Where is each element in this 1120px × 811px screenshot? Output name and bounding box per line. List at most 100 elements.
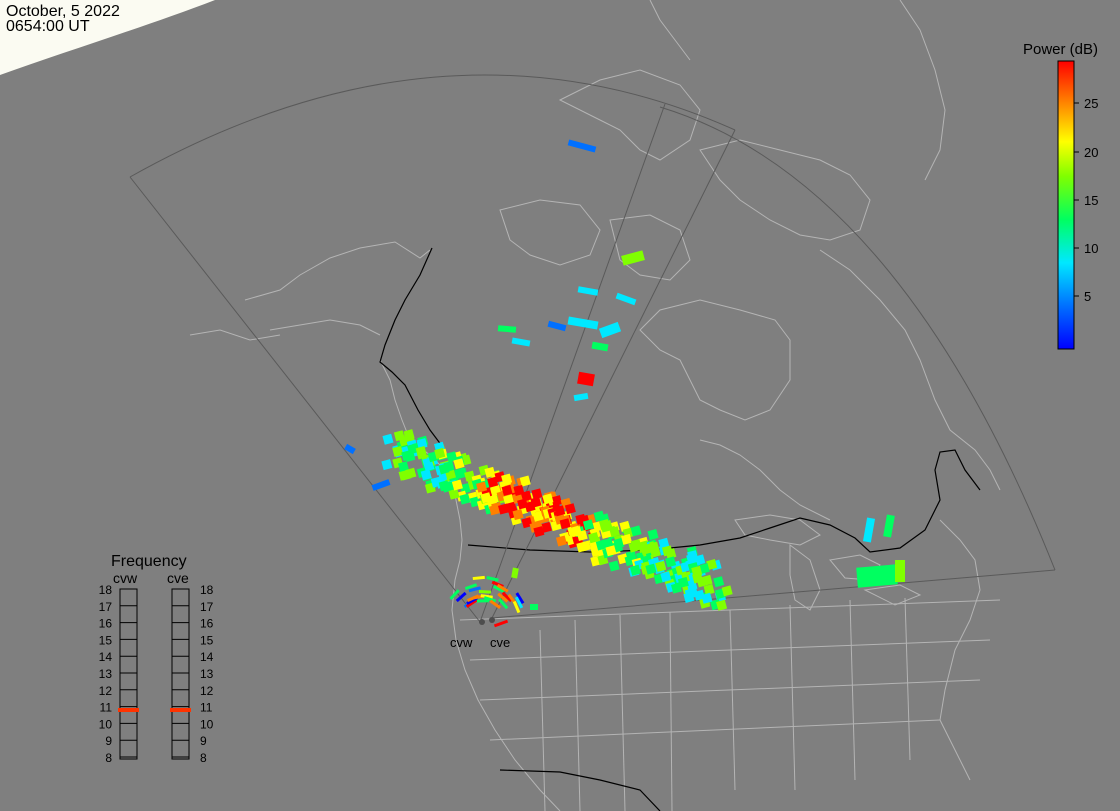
frequency-level-label-left: 18 [99,583,113,597]
scatter-cell [621,533,633,545]
scatter-cell [404,450,416,463]
frequency-title: Frequency [111,553,187,570]
daylight-region [0,0,215,75]
scatter-cell [588,532,600,544]
fov-outlines [129,74,1056,623]
scatter-cell [459,493,471,505]
frequency-cvw-label: cvw [113,570,138,586]
scatter-cell [598,321,622,339]
frequency-column-cvw [119,588,138,760]
scatter-cell [595,539,607,551]
scatter-cell [554,505,566,517]
scatter-cell [532,510,544,522]
frequency-level-label-right: 16 [200,617,214,631]
scatter-cell [530,604,538,610]
scatter-cell [501,473,513,485]
frequency-level-label-left: 9 [105,734,112,748]
scatter-cell [547,320,567,332]
scatter-cell [497,592,509,603]
scatter-cell [576,529,588,541]
frequency-column-cve [171,588,190,760]
colorbar-tick-label: 25 [1084,96,1098,111]
scatter-cell [582,519,594,531]
colorbar-gradient [1057,60,1075,350]
scatter-cell [393,430,405,442]
scatter-cell [691,565,703,577]
scatter-cell [451,479,463,491]
radar-label-cve: cve [490,635,510,650]
scatter-cell [515,592,525,605]
frequency-level-label-left: 8 [105,751,112,765]
scatter-cell [371,479,391,491]
scatter-cell [484,466,496,478]
scatter-cell [645,563,657,575]
scatter-cell [694,554,706,566]
scatter-cell [519,475,531,487]
scatter-cell [524,501,536,513]
scatter-cell [630,525,642,537]
scatter-cell [564,503,576,515]
scatter-cell [615,292,637,306]
scatter-cell [629,564,641,576]
scatter-cell [511,337,531,347]
scatter-cell [698,562,710,575]
scatter-cell [441,481,453,493]
scatter-cell [701,592,713,604]
scatter-cell [448,488,460,500]
frequency-level-label-right: 10 [200,717,214,731]
scatter-cell [613,537,625,549]
scatter-cell [497,325,517,333]
scatter-cell [605,545,617,557]
radar-site-cvw [479,619,485,625]
scatter-cell [381,459,393,471]
date-label: October, 5 2022 [6,3,120,20]
scatter-cell [468,586,481,593]
scatter-cell [492,585,505,594]
colorbar-tick-label: 5 [1084,289,1091,304]
frequency-level-label-left: 16 [99,617,113,631]
radar-site-cve [489,617,495,623]
frequency-level-label-right: 12 [200,684,214,698]
scatter-cell [856,564,898,588]
scatter-cell [486,576,499,582]
scatter-cell [540,521,552,533]
scatter-cell [453,458,465,470]
scatter-cell [608,526,620,538]
scatter-cell [478,589,492,594]
scatter-cell [665,556,677,568]
scatter-cell [344,443,356,455]
scatter-cell [716,599,728,611]
scatter-cell [542,493,554,505]
scatter-cell [480,594,493,599]
scatter-cell [655,560,667,572]
scatter-cell [472,575,485,581]
scatter-cell [895,560,905,582]
frequency-level-label-left: 10 [99,717,113,731]
frequency-panel: Frequency cvw cve 18 18 17 17 16 16 15 15 14 14 13… [99,553,214,765]
scatter-cell [493,619,509,628]
scatter-cell [567,139,597,153]
frequency-level-label-left: 14 [99,650,113,664]
scatter-cell [577,371,595,387]
frequency-level-label-right: 14 [200,650,214,664]
scatter-cell [660,571,672,583]
scatter-cell [443,461,455,473]
scatter-cell [501,484,513,496]
frequency-level-label-right: 9 [200,734,207,748]
scatter-cell [416,438,428,450]
frequency-level-label-left: 17 [99,600,113,614]
colorbar-tick-label: 15 [1084,193,1098,208]
frequency-level-label-right: 11 [200,701,213,715]
scatter-cell [392,445,404,457]
scatter-cell [533,526,545,538]
scatter-cell [498,598,509,610]
scatter-cell [883,514,895,538]
scatter-cell [621,250,645,266]
frequency-level-label-right: 18 [200,583,214,597]
scatter-cell [476,481,488,493]
scatter-cell [382,433,394,445]
colorbar-ticks: 25 20 15 10 5 [1074,96,1098,304]
frequency-level-label-left: 11 [100,701,113,715]
frequency-level-label-left: 15 [99,633,113,647]
scatter-cell [455,591,467,603]
